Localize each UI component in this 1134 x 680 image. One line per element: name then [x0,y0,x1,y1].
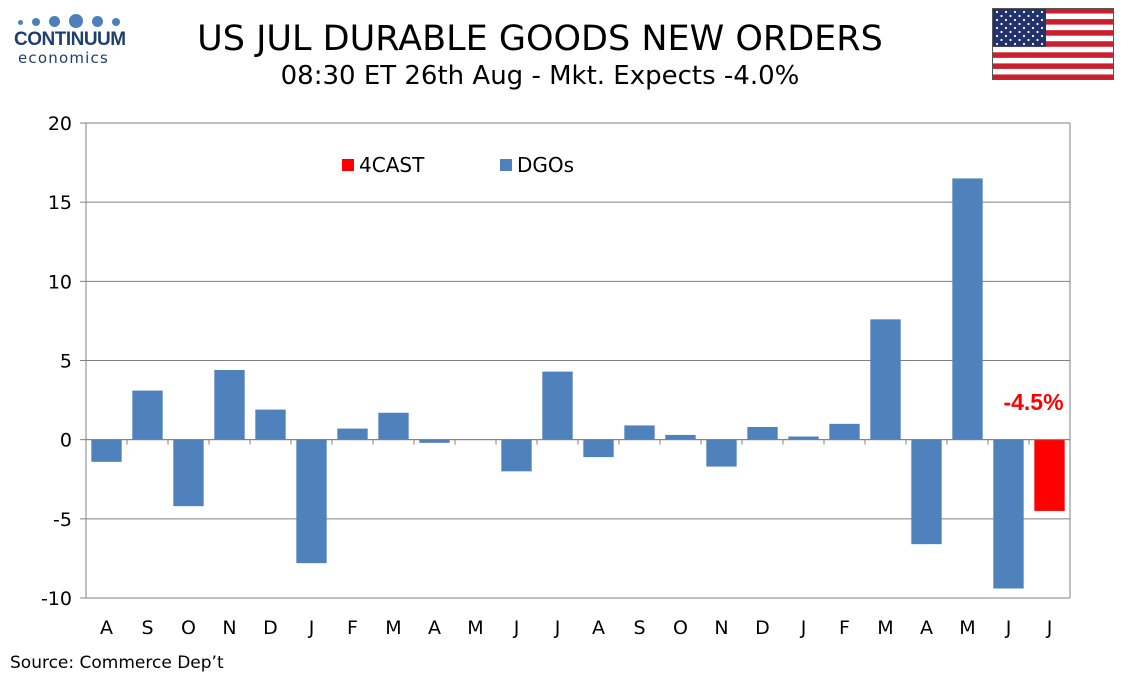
legend-swatch [500,159,512,171]
y-tick-label: 5 [60,351,72,373]
dgos-bar [624,425,655,440]
dgos-bar [378,412,409,440]
dgos-bar [829,423,860,440]
y-tick-label: 0 [60,430,72,452]
dgos-bar [788,436,819,440]
x-tick-label: S [141,617,153,639]
x-tick-label: O [673,617,688,639]
x-tick-label: O [181,617,196,639]
forecast-label: -4.5% [1003,389,1063,415]
legend-swatch [342,159,354,171]
dgos-bar [706,439,737,467]
x-tick-label: D [755,617,770,639]
x-tick-label: M [959,617,975,639]
source-note: Source: Commerce Dep’t [10,653,224,673]
x-tick-label: M [467,617,483,639]
dgos-bar [501,439,532,472]
x-tick-label: A [920,617,933,639]
x-tick-label: J [554,617,561,639]
x-tick-label: J [1005,617,1012,639]
x-tick-label: J [800,617,807,639]
x-tick-label: M [385,617,401,639]
legend-label: DGOs [517,153,574,177]
x-tick-label: S [633,617,645,639]
x-tick-label: A [100,617,113,639]
y-tick-label: 10 [48,271,72,293]
logo-name: CONTINUUM [14,29,126,50]
x-tick-label: J [308,617,315,639]
x-tick-label: D [263,617,278,639]
logo-subtitle: economics [18,49,109,67]
dgos-bar [870,319,901,440]
dgos-bar [911,439,942,545]
dgos-bar [91,439,122,462]
y-tick-label: 15 [48,192,72,214]
dgos-bar [337,428,368,440]
x-tick-label: M [877,617,893,639]
dgos-bar [255,409,286,440]
forecast-bar [1034,439,1065,511]
dgos-bar [952,178,983,440]
dgos-bar [173,439,204,507]
us-flag-icon [992,8,1114,80]
y-tick-label: -10 [41,588,72,610]
x-tick-label: A [592,617,605,639]
x-tick-label: F [839,617,850,639]
chart-subtitle: 08:30 ET 26th Aug - Mkt. Expects -4.0% [280,61,800,91]
dgos-bar [214,370,245,440]
dgos-bar [419,439,450,443]
logo-dots [18,14,144,28]
dgos-bar [132,390,163,440]
y-tick-label: 20 [48,113,72,135]
y-tick-label: -5 [53,509,72,531]
x-tick-label: F [347,617,358,639]
x-tick-label: A [428,617,441,639]
dgos-bar [296,439,327,564]
dgos-bar [747,427,778,440]
x-tick-label: N [222,617,236,639]
dgos-bar [993,439,1024,589]
chart-title: US JUL DURABLE GOODS NEW ORDERS [197,19,883,59]
x-tick-label: J [513,617,520,639]
dgos-bar [665,434,696,440]
legend-label: 4CAST [359,153,425,177]
continuum-logo: CONTINUUM economics [14,14,144,66]
dgos-bar [583,439,614,458]
x-tick-label: J [1046,617,1053,639]
x-tick-label: N [714,617,728,639]
dgos-bar [542,371,573,440]
